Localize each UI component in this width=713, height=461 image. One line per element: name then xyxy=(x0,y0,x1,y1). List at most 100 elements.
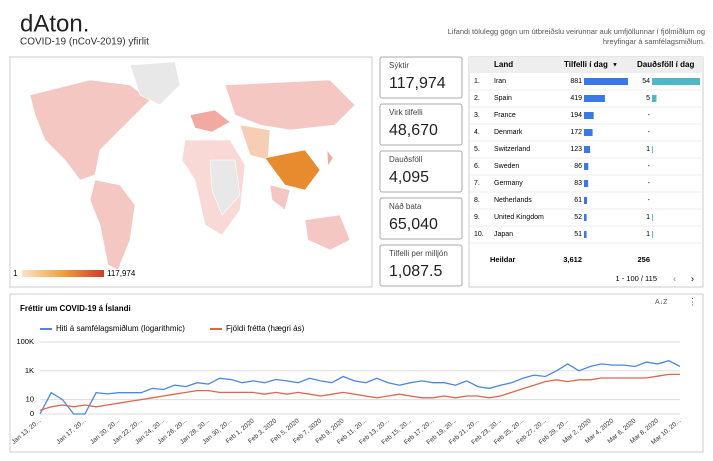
cases: 194 xyxy=(570,112,582,119)
table-header: Tilfelli í dag xyxy=(564,60,608,69)
series-line xyxy=(39,373,680,412)
rank: 1. xyxy=(474,78,480,85)
cases-bar xyxy=(584,214,587,221)
rank: 3. xyxy=(474,112,480,119)
y-tick-label: 1K xyxy=(25,366,34,375)
deaths: - xyxy=(648,180,651,187)
cases-bar xyxy=(584,95,605,102)
total-deaths: 256 xyxy=(637,255,650,264)
rank: 2. xyxy=(474,95,480,102)
cases-bar xyxy=(584,163,589,170)
country: Netherlands xyxy=(494,197,532,204)
table-header: Land xyxy=(494,60,513,69)
pagination: 1 - 100 / 115 xyxy=(615,274,657,283)
series-line xyxy=(39,360,681,415)
kpi-value: 4,095 xyxy=(389,169,429,186)
cases-bar xyxy=(584,129,593,136)
kpi-label: Dauðsföll xyxy=(389,155,423,164)
country: Switzerland xyxy=(494,146,530,153)
deaths: - xyxy=(648,163,651,170)
menu-button[interactable]: ⋮ xyxy=(688,296,697,306)
cases-bar xyxy=(584,180,589,187)
deaths: 1 xyxy=(646,146,650,153)
kpi-card xyxy=(379,197,463,240)
rank: 9. xyxy=(474,214,480,221)
rank: 10. xyxy=(474,231,484,238)
world-map xyxy=(29,61,356,271)
kpi-value: 65,040 xyxy=(389,216,438,233)
chart-title: Fréttir um COVID-19 á Íslandi xyxy=(20,304,131,313)
rank: 6. xyxy=(474,163,480,170)
deaths: - xyxy=(648,112,651,119)
kpi-value: 48,670 xyxy=(389,122,438,139)
kpi-card xyxy=(379,150,463,193)
table-footer-bg xyxy=(470,247,702,260)
kpi-label: Virk tilfelli xyxy=(389,108,423,117)
description: Lifandi tölulegg gögn um útbreiðslu veir… xyxy=(448,27,705,36)
legend-label: Hiti á samfélagsmiðlum (logarithmic) xyxy=(56,324,185,333)
cases: 419 xyxy=(570,95,582,102)
cases-bar xyxy=(584,197,588,204)
kpi-label: Sýktir xyxy=(389,61,409,70)
deaths: 54 xyxy=(642,78,650,85)
cases: 86 xyxy=(574,163,582,170)
kpi-label: Náð bata xyxy=(389,202,422,211)
map-legend-scale xyxy=(22,270,104,277)
country: United Kingdom xyxy=(494,214,544,221)
y-tick-label: 100K xyxy=(16,337,34,346)
deaths-bar xyxy=(652,231,653,238)
cases-bar xyxy=(584,231,587,238)
cases: 172 xyxy=(570,129,582,136)
total-cases: 3,612 xyxy=(563,255,582,264)
kpi-card xyxy=(379,56,463,99)
kpi-label: Tilfelli per milljón xyxy=(389,249,448,258)
cases: 61 xyxy=(574,197,582,204)
deaths-bar xyxy=(652,146,653,153)
legend-label: Fjöldi frétta (hægri ás) xyxy=(226,324,305,333)
country: France xyxy=(494,112,516,119)
deaths-bar xyxy=(652,214,653,221)
cases: 123 xyxy=(570,146,582,153)
next-page[interactable]: › xyxy=(691,273,694,283)
map-legend-max: 117,974 xyxy=(107,269,136,278)
rank: 4. xyxy=(474,129,480,136)
cases-bar xyxy=(584,112,594,119)
deaths: - xyxy=(648,197,651,204)
subtitle: COVID-19 (nCoV-2019) yfirlit xyxy=(20,37,149,48)
deaths: 5 xyxy=(646,95,650,102)
chart-panel xyxy=(9,293,704,453)
cases-bar xyxy=(584,146,591,153)
deaths-bar xyxy=(652,78,700,85)
deaths: - xyxy=(648,129,651,136)
kpi-card xyxy=(379,103,463,146)
prev-page[interactable]: ‹ xyxy=(673,273,676,283)
cases: 83 xyxy=(574,180,582,187)
rank: 5. xyxy=(474,146,480,153)
table-header-bg xyxy=(469,57,703,73)
deaths: 1 xyxy=(646,231,650,238)
cases-bar xyxy=(584,78,628,85)
y-tick-label: 0 xyxy=(30,409,34,418)
description: hreyfingar á samfélagsmiðlum. xyxy=(603,37,705,46)
kpi-value: 117,974 xyxy=(389,75,446,92)
sort-icon[interactable]: ▼ xyxy=(612,63,618,69)
table-header: Dauðsföll í dag xyxy=(637,60,694,69)
cases: 52 xyxy=(574,214,582,221)
rank: 7. xyxy=(474,180,480,187)
kpi-card xyxy=(379,244,463,287)
country: Japan xyxy=(494,231,513,238)
cases: 881 xyxy=(570,78,582,85)
country: Sweden xyxy=(494,163,519,170)
deaths: 1 xyxy=(646,214,650,221)
sort-button[interactable]: A↓Z xyxy=(655,299,668,306)
country: Spain xyxy=(494,95,512,102)
map-legend-min: 1 xyxy=(13,269,18,278)
y-tick-label: 10 xyxy=(26,395,34,404)
logo: dAton. xyxy=(20,10,89,37)
country: Denmark xyxy=(494,129,523,136)
cases: 51 xyxy=(574,231,582,238)
deaths-bar xyxy=(652,95,657,102)
total-label: Heildar xyxy=(490,255,516,264)
country: Iran xyxy=(494,78,506,85)
